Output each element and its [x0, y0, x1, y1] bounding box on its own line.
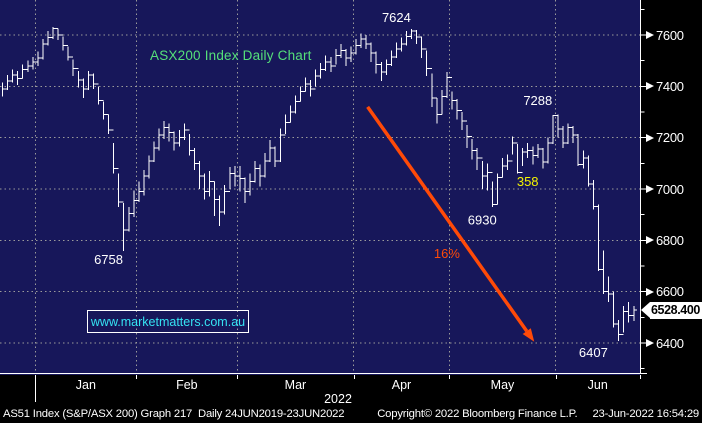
watermark-box[interactable]: www.marketmatters.com.au: [87, 310, 249, 333]
price-annotation: 6930: [468, 212, 497, 227]
x-axis-year-tick: [35, 375, 37, 402]
last-price-value: 6528.400: [650, 301, 702, 319]
x-axis-month-label: Feb: [176, 378, 198, 392]
axis-pointer-icon: [646, 185, 654, 193]
status-bar: AS51 Index (S&P/ASX 200) Graph 217 Daily…: [0, 405, 702, 423]
x-axis-month-tick: [136, 375, 138, 379]
price-annotation: 6407: [579, 345, 608, 360]
price-annotation: 358: [517, 174, 539, 189]
x-axis-month-label: Mar: [284, 378, 307, 392]
y-axis-label: 7600: [646, 27, 684, 43]
x-axis-month-label: Apr: [391, 378, 412, 392]
status-timestamp: 23-Jun-2022 16:54:29: [592, 408, 699, 420]
price-annotation: 7624: [382, 10, 411, 25]
axis-pointer-icon: [646, 31, 654, 39]
status-instrument-text: AS51 Index (S&P/ASX 200) Graph 217 Daily…: [3, 408, 345, 420]
x-axis-month-tick: [353, 375, 355, 379]
x-axis-month-tick: [237, 375, 239, 379]
y-axis-label: 6800: [646, 232, 684, 248]
axis-pointer-icon: [646, 236, 654, 245]
y-axis-label: 7400: [646, 78, 684, 94]
trend-arrow-head-icon: [522, 328, 535, 342]
x-axis-month-tick: [449, 375, 451, 379]
axis-pointer-icon: [646, 339, 654, 347]
x-axis: Jan Feb Mar Apr May Jun: [0, 375, 702, 405]
y-axis-label: 7200: [646, 130, 684, 146]
y-axis: 7600 7400 7200 7000 6800 6600 6400: [641, 0, 702, 375]
watermark-link[interactable]: www.marketmatters.com.au: [90, 314, 246, 329]
x-axis-month-label: Jan: [75, 378, 96, 392]
x-axis-year-label: 2022: [324, 392, 352, 406]
x-axis-month-label: Jun: [587, 378, 608, 392]
price-chart-canvas: 7624 7288 6930 6758 6407 358 16%: [0, 0, 647, 375]
price-bars-series: [2, 26, 637, 342]
axis-pointer-icon: [646, 82, 654, 91]
trend-arrow-line: [366, 105, 529, 333]
axis-pointer-icon: [646, 287, 654, 296]
price-annotation: 16%: [434, 246, 460, 261]
chart-title: ASX200 Index Daily Chart: [150, 48, 312, 63]
plot-background: [0, 0, 641, 375]
x-axis-month-label: May: [490, 378, 515, 392]
price-annotation: 7288: [523, 93, 552, 108]
y-axis-label: 7000: [646, 181, 684, 197]
price-annotation: 6758: [94, 252, 123, 267]
status-copyright-text: Copyright© 2022 Bloomberg Finance L.P.: [377, 408, 578, 420]
price-tag-arrow-icon: [641, 302, 650, 319]
last-price-tag: 6528.400: [641, 301, 702, 319]
y-axis-label: 6600: [646, 284, 684, 300]
y-axis-label: 6400: [646, 335, 684, 351]
x-axis-month-tick: [640, 375, 641, 379]
x-axis-month-tick: [555, 375, 557, 379]
axis-pointer-icon: [646, 133, 654, 142]
